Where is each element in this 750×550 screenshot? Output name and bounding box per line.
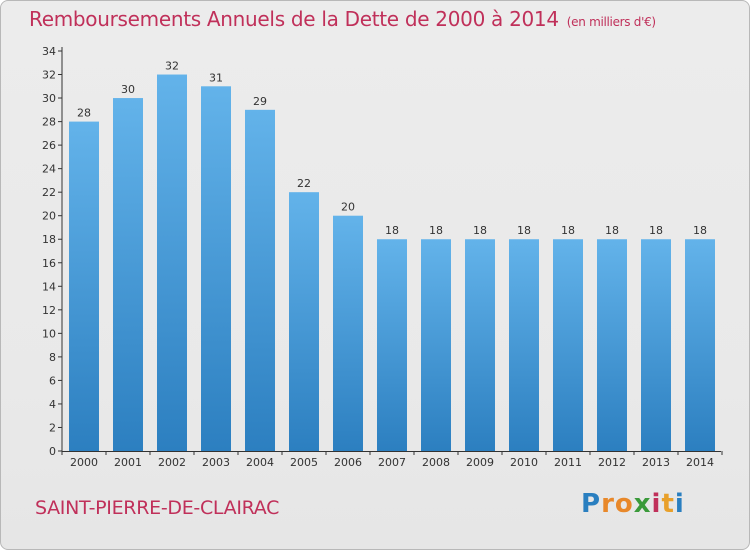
x-tick-label: 2004 [246, 456, 274, 469]
data-label-2000: 28 [77, 107, 91, 120]
bar-2011 [553, 239, 583, 451]
bar-2002 [157, 74, 187, 451]
bar-2003 [201, 86, 231, 451]
bar-2000 [69, 121, 99, 452]
chart-subtitle: (en milliers d'€) [566, 15, 656, 29]
x-tick-label: 2013 [642, 456, 670, 469]
data-label-2002: 32 [165, 60, 179, 73]
logo-letter: r [601, 489, 615, 519]
commune-name: SAINT-PIERRE-DE-CLAIRAC [35, 497, 280, 519]
bar-2012 [597, 239, 627, 451]
logo-letter: x [633, 489, 652, 519]
y-tick-label: 20 [42, 210, 56, 223]
bar-2004 [245, 109, 275, 451]
data-label-2013: 18 [649, 224, 663, 237]
data-label-2004: 29 [253, 95, 267, 108]
bar-2013 [641, 239, 671, 451]
x-tick-label: 2009 [466, 456, 494, 469]
bar-2001 [113, 98, 143, 451]
bar-2014 [685, 239, 715, 451]
y-tick-label: 14 [42, 280, 56, 293]
data-label-2014: 18 [693, 224, 707, 237]
data-label-2006: 20 [341, 201, 355, 214]
y-tick-label: 10 [42, 327, 56, 340]
y-tick-label: 32 [42, 69, 56, 82]
logo-letter: o [614, 489, 634, 519]
x-tick-label: 2000 [70, 456, 98, 469]
chart-title-text: Remboursements Annuels de la Dette de 20… [29, 7, 559, 31]
bar-2009 [465, 239, 495, 451]
y-tick-label: 0 [49, 445, 56, 458]
x-tick-label: 2003 [202, 456, 230, 469]
x-tick-label: 2001 [114, 456, 142, 469]
chart-title: Remboursements Annuels de la Dette de 20… [29, 7, 656, 31]
data-label-2010: 18 [517, 224, 531, 237]
bar-2006 [333, 215, 363, 451]
data-label-2009: 18 [473, 224, 487, 237]
data-label-2001: 30 [121, 83, 135, 96]
y-tick-label: 4 [49, 398, 56, 411]
axes-group: 2000 2001 2002 2003 2004 2005 2006 2007 2008 2009… [42, 45, 723, 469]
data-label-2007: 18 [385, 224, 399, 237]
bar-2010 [509, 239, 539, 451]
y-tick-label: 2 [49, 421, 56, 434]
data-label-2008: 18 [429, 224, 443, 237]
x-tick-label: 2008 [422, 456, 450, 469]
data-label-2011: 18 [561, 224, 575, 237]
data-label-2012: 18 [605, 224, 619, 237]
y-tick-label: 26 [42, 139, 56, 152]
y-tick-label: 8 [49, 351, 56, 364]
x-tick-label: 2011 [554, 456, 582, 469]
y-tick-label: 12 [42, 304, 56, 317]
logo-letter: P [581, 489, 602, 519]
bar-2005 [289, 192, 319, 452]
logo-letter: i [674, 489, 685, 519]
y-tick-label: 6 [49, 374, 56, 387]
y-tick-label: 28 [42, 116, 56, 129]
y-tick-label: 34 [42, 45, 56, 58]
x-tick-label: 2002 [158, 456, 186, 469]
bar-2008 [421, 239, 451, 451]
logo-letter: i [651, 489, 662, 519]
x-tick-label: 2014 [686, 456, 714, 469]
y-tick-label: 24 [42, 163, 56, 176]
x-tick-label: 2007 [378, 456, 406, 469]
y-tick-label: 16 [42, 257, 56, 270]
data-label-2005: 22 [297, 177, 311, 190]
x-tick-label: 2012 [598, 456, 626, 469]
logo-letter: t [661, 489, 675, 519]
proxiti-logo: Proxiti [581, 489, 685, 519]
x-tick-label: 2005 [290, 456, 318, 469]
x-tick-label: 2006 [334, 456, 362, 469]
x-tick-label: 2010 [510, 456, 538, 469]
y-tick-label: 22 [42, 186, 56, 199]
y-tick-label: 18 [42, 233, 56, 246]
bars-group: 28 30 32 31 29 22 20 18 18 18 18 18 18 18 18 [69, 60, 715, 452]
y-tick-label: 30 [42, 92, 56, 105]
bar-2007 [377, 239, 407, 451]
data-label-2003: 31 [209, 71, 223, 84]
